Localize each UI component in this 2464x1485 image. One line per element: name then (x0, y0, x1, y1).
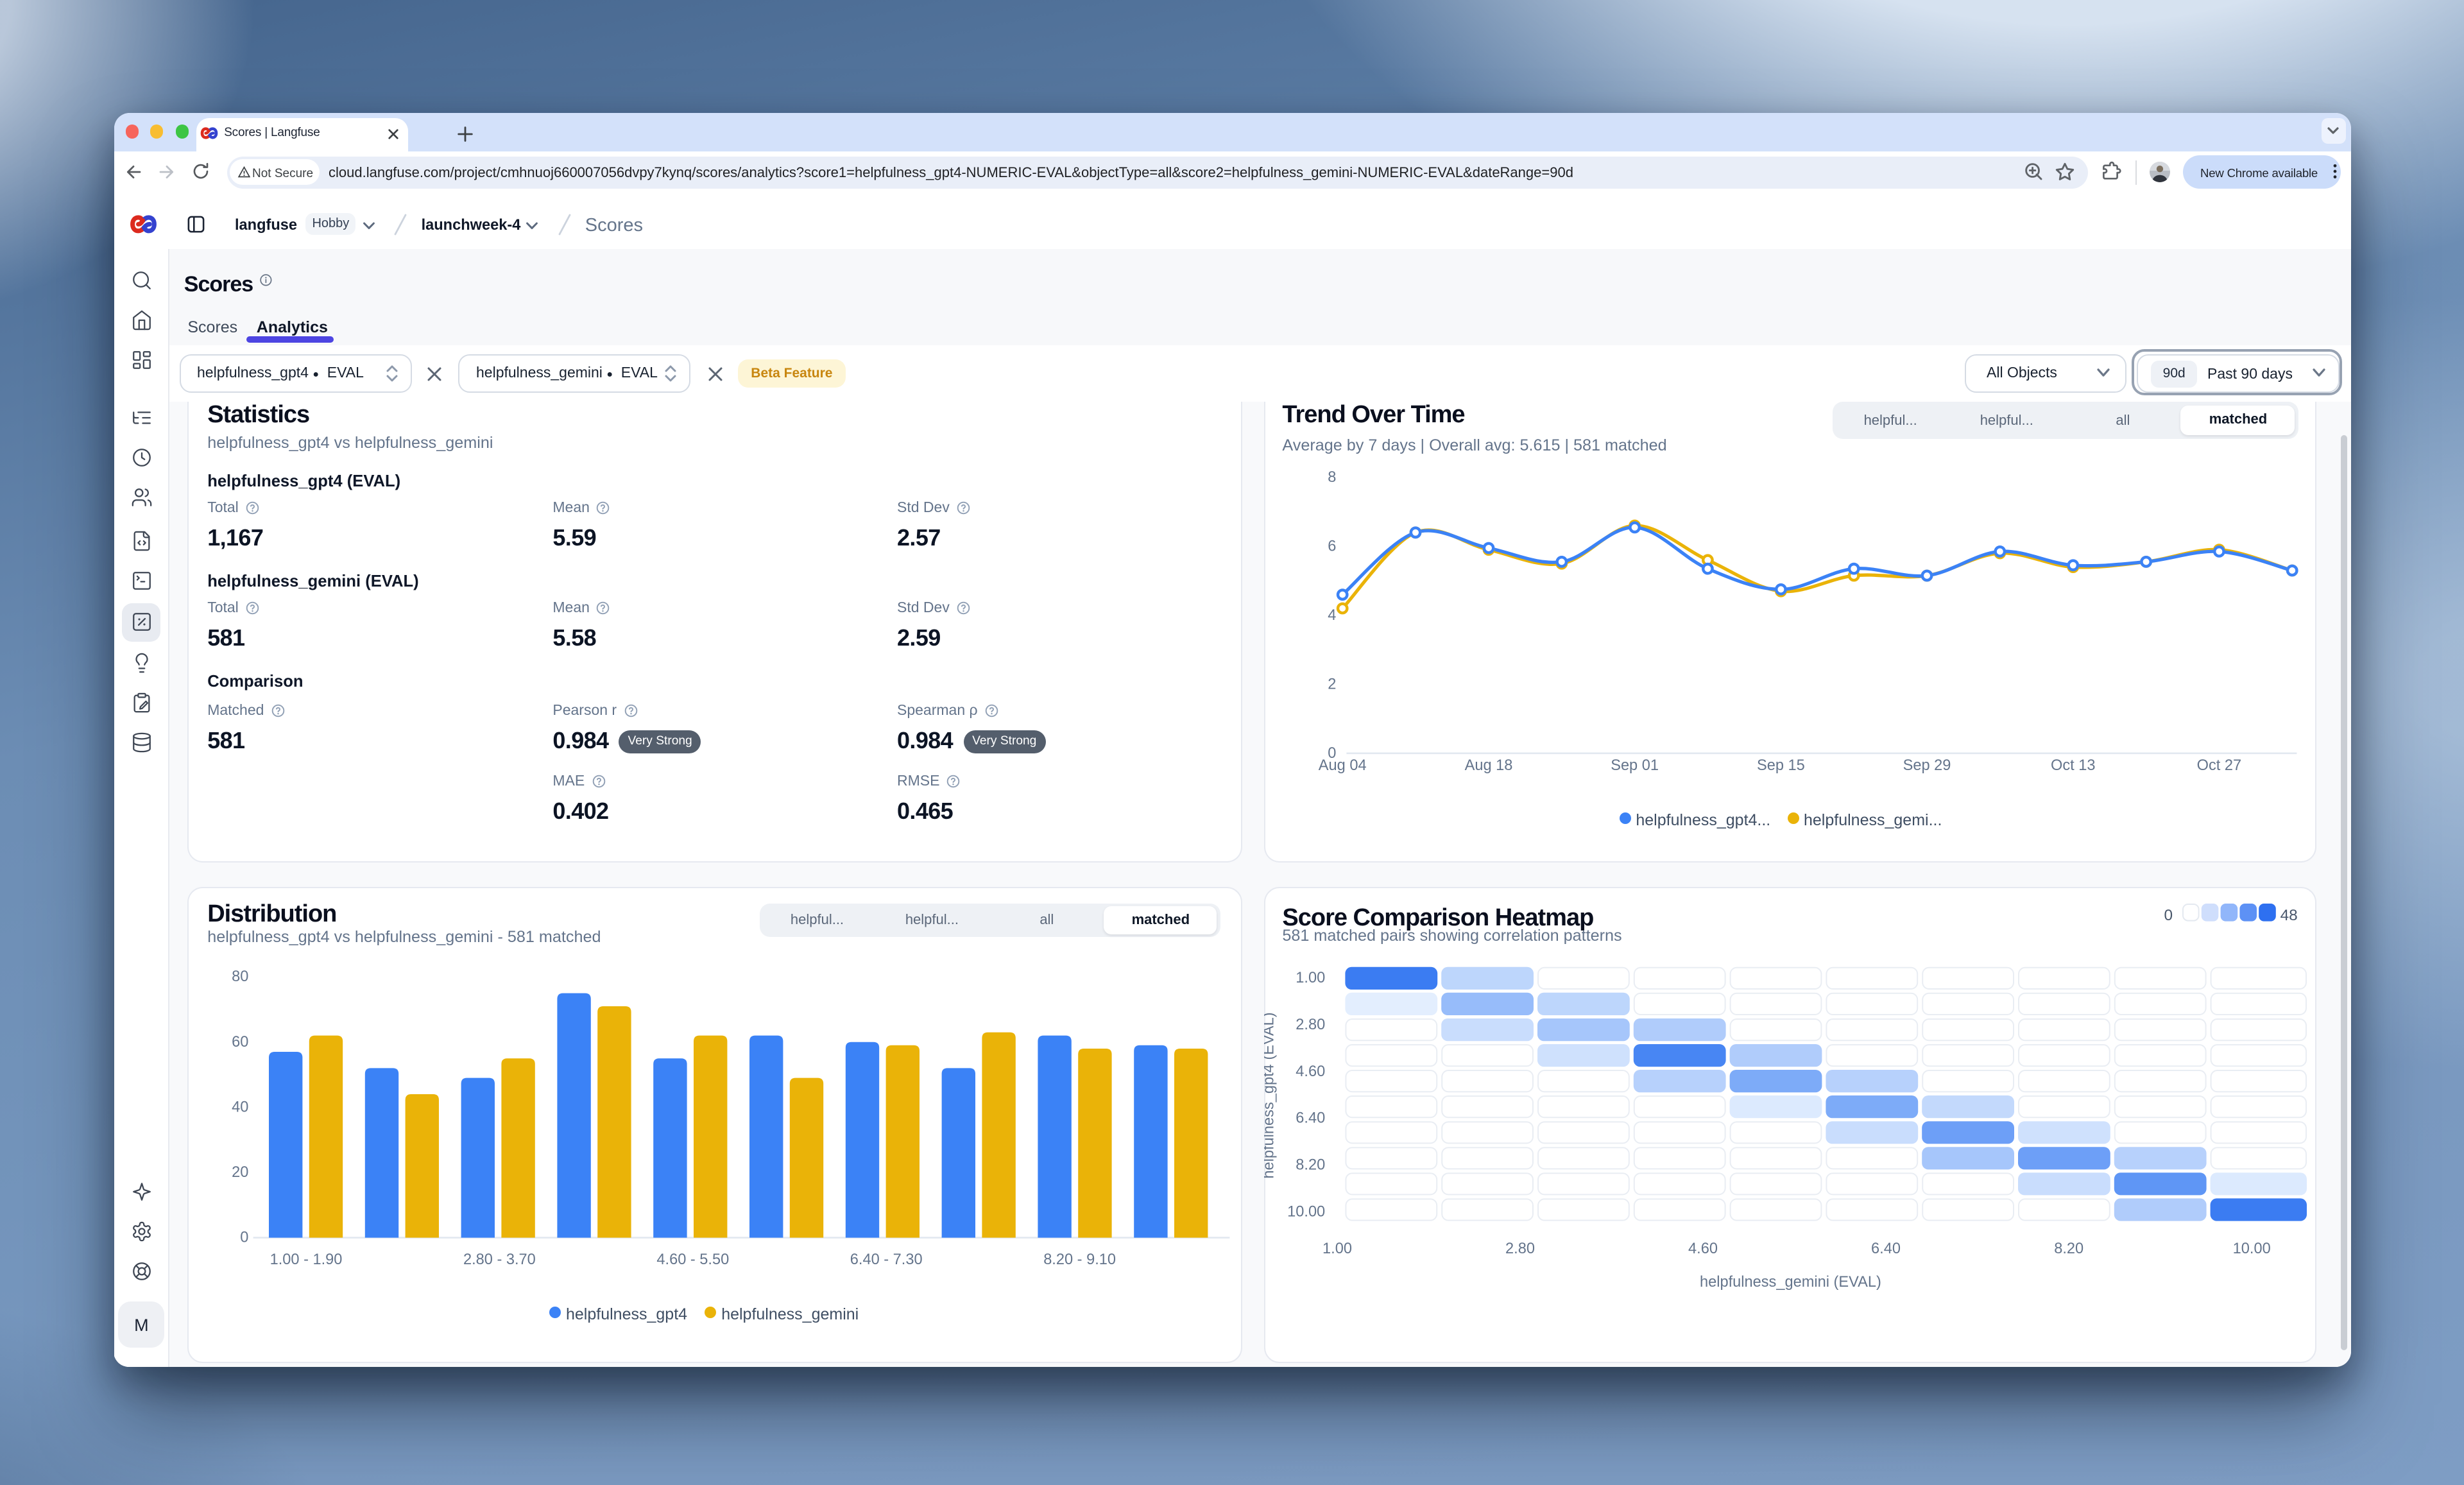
svg-text:Aug 04: Aug 04 (1318, 757, 1366, 774)
svg-text:10.00: 10.00 (2232, 1240, 2270, 1257)
svg-text:4.60: 4.60 (1296, 1063, 1325, 1080)
svg-text:60: 60 (232, 1034, 249, 1051)
svg-text:Sep 29: Sep 29 (1903, 757, 1951, 774)
svg-text:2.80 - 3.70: 2.80 - 3.70 (464, 1251, 536, 1268)
svg-text:2.80: 2.80 (1296, 1017, 1325, 1033)
svg-text:6.40: 6.40 (1296, 1110, 1325, 1127)
svg-text:20: 20 (232, 1164, 249, 1181)
svg-text:4.60 - 5.50: 4.60 - 5.50 (657, 1251, 730, 1268)
svg-text:8: 8 (1328, 468, 1336, 485)
svg-text:helpfulness_gemini (EVAL): helpfulness_gemini (EVAL) (1700, 1274, 1881, 1291)
svg-text:4.60: 4.60 (1688, 1240, 1718, 1257)
svg-text:Sep 01: Sep 01 (1611, 757, 1659, 774)
svg-text:Aug 18: Aug 18 (1464, 757, 1512, 774)
svg-text:6.40: 6.40 (1871, 1240, 1901, 1257)
svg-text:6.40 - 7.30: 6.40 - 7.30 (850, 1251, 923, 1268)
svg-text:2.80: 2.80 (1505, 1240, 1535, 1257)
svg-text:10.00: 10.00 (1287, 1203, 1325, 1220)
svg-text:helpfulness_gpt4 (EVAL): helpfulness_gpt4 (EVAL) (1264, 1012, 1277, 1178)
svg-text:1.00: 1.00 (1296, 970, 1325, 986)
svg-text:0: 0 (1328, 744, 1336, 761)
svg-text:Oct 13: Oct 13 (2051, 757, 2096, 774)
svg-text:80: 80 (232, 968, 249, 985)
svg-text:8.20 - 9.10: 8.20 - 9.10 (1044, 1251, 1116, 1268)
svg-text:Oct 27: Oct 27 (2196, 757, 2241, 774)
svg-text:1.00 - 1.90: 1.00 - 1.90 (270, 1251, 343, 1268)
svg-text:40: 40 (232, 1099, 249, 1115)
svg-text:Sep 15: Sep 15 (1757, 757, 1805, 774)
svg-text:1.00: 1.00 (1322, 1240, 1352, 1257)
svg-text:6: 6 (1328, 538, 1336, 554)
svg-text:4: 4 (1328, 606, 1336, 623)
svg-text:0: 0 (241, 1230, 249, 1246)
svg-text:8.20: 8.20 (2054, 1240, 2083, 1257)
svg-text:8.20: 8.20 (1296, 1157, 1325, 1174)
svg-text:2: 2 (1328, 676, 1336, 692)
